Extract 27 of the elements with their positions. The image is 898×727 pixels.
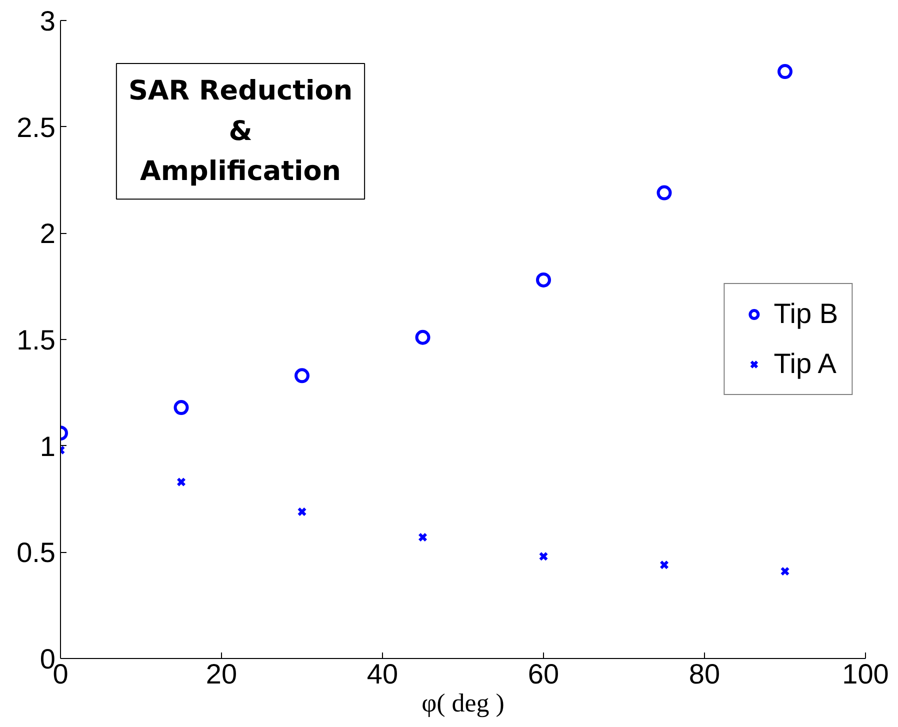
point — [656, 185, 672, 200]
y-tick-label: 0.5 — [16, 537, 56, 568]
x-tick-label: 100 — [842, 658, 889, 690]
point — [297, 507, 307, 516]
y-tick-label: 3 — [40, 6, 56, 36]
legend-label: Tip A — [774, 348, 836, 380]
point — [538, 552, 548, 562]
point — [294, 368, 310, 384]
y-tick-label: 1.5 — [16, 324, 56, 356]
point — [176, 477, 186, 487]
x-tick-label: 20 — [206, 658, 238, 690]
point — [536, 272, 551, 288]
point — [418, 532, 428, 542]
annotation: SAR Reduction & Amplification — [128, 76, 353, 188]
point — [780, 566, 790, 576]
x-tick-label: 80 — [688, 658, 720, 690]
y-tick-label: 2 — [40, 218, 56, 250]
x-axis-title: φ( deg ) — [422, 688, 504, 718]
point — [174, 400, 189, 416]
y-tick-label: 1 — [40, 430, 56, 462]
x-tick-label: 40 — [366, 658, 398, 690]
y-tick-label: 2.5 — [16, 112, 56, 143]
x-tick-label: 60 — [528, 658, 560, 690]
point — [660, 560, 669, 570]
point — [415, 330, 430, 345]
point — [778, 64, 792, 80]
legend-label: Tip B — [774, 298, 838, 330]
